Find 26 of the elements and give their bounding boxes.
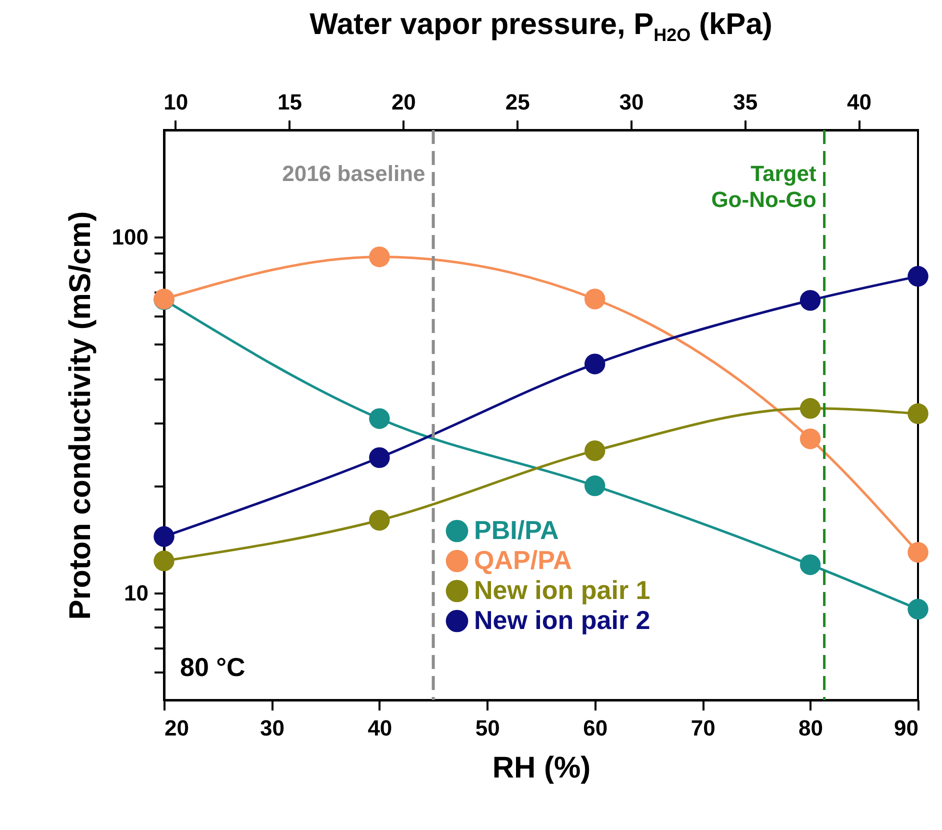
x2-tick-label: 30 bbox=[619, 90, 644, 114]
annotation: 80 °C bbox=[180, 652, 246, 682]
x2-axis-title: Water vapor pressure, P$_{H2O}$ (kPa) bbox=[308, 8, 774, 46]
legend-label: New ion pair 1 bbox=[474, 575, 650, 605]
x2-tick-label: 15 bbox=[278, 90, 302, 114]
x-tick-label: 70 bbox=[690, 716, 716, 740]
legend-label: QAP/PA bbox=[474, 545, 572, 575]
x2-tick-label: 10 bbox=[164, 90, 188, 114]
x2-tick-label: 35 bbox=[733, 90, 758, 114]
legend-label: New ion pair 2 bbox=[474, 605, 650, 635]
y-tick-label: 100 bbox=[112, 224, 148, 250]
x-tick-label: 40 bbox=[368, 716, 392, 740]
y-axis-title: Proton conductivity (mS/cm) bbox=[64, 211, 97, 620]
x2-tick-label: 20 bbox=[391, 90, 416, 114]
x-axis-title: RH (%) bbox=[492, 752, 591, 784]
x2-tick-label: 25 bbox=[505, 90, 530, 114]
ref-line-label: Target Go-No-Go bbox=[711, 161, 817, 212]
ref-line-label: 2016 baseline bbox=[282, 161, 426, 186]
x-tick-label: 80 bbox=[798, 716, 824, 740]
x-tick-label: 90 bbox=[894, 716, 918, 740]
x2-tick-label: 40 bbox=[847, 90, 872, 114]
legend-label: PBI/PA bbox=[474, 515, 559, 545]
x-tick-label: 30 bbox=[260, 716, 284, 740]
x-tick-label: 60 bbox=[583, 716, 608, 740]
x-tick-label: 20 bbox=[164, 716, 189, 740]
x-tick-label: 50 bbox=[475, 716, 500, 740]
